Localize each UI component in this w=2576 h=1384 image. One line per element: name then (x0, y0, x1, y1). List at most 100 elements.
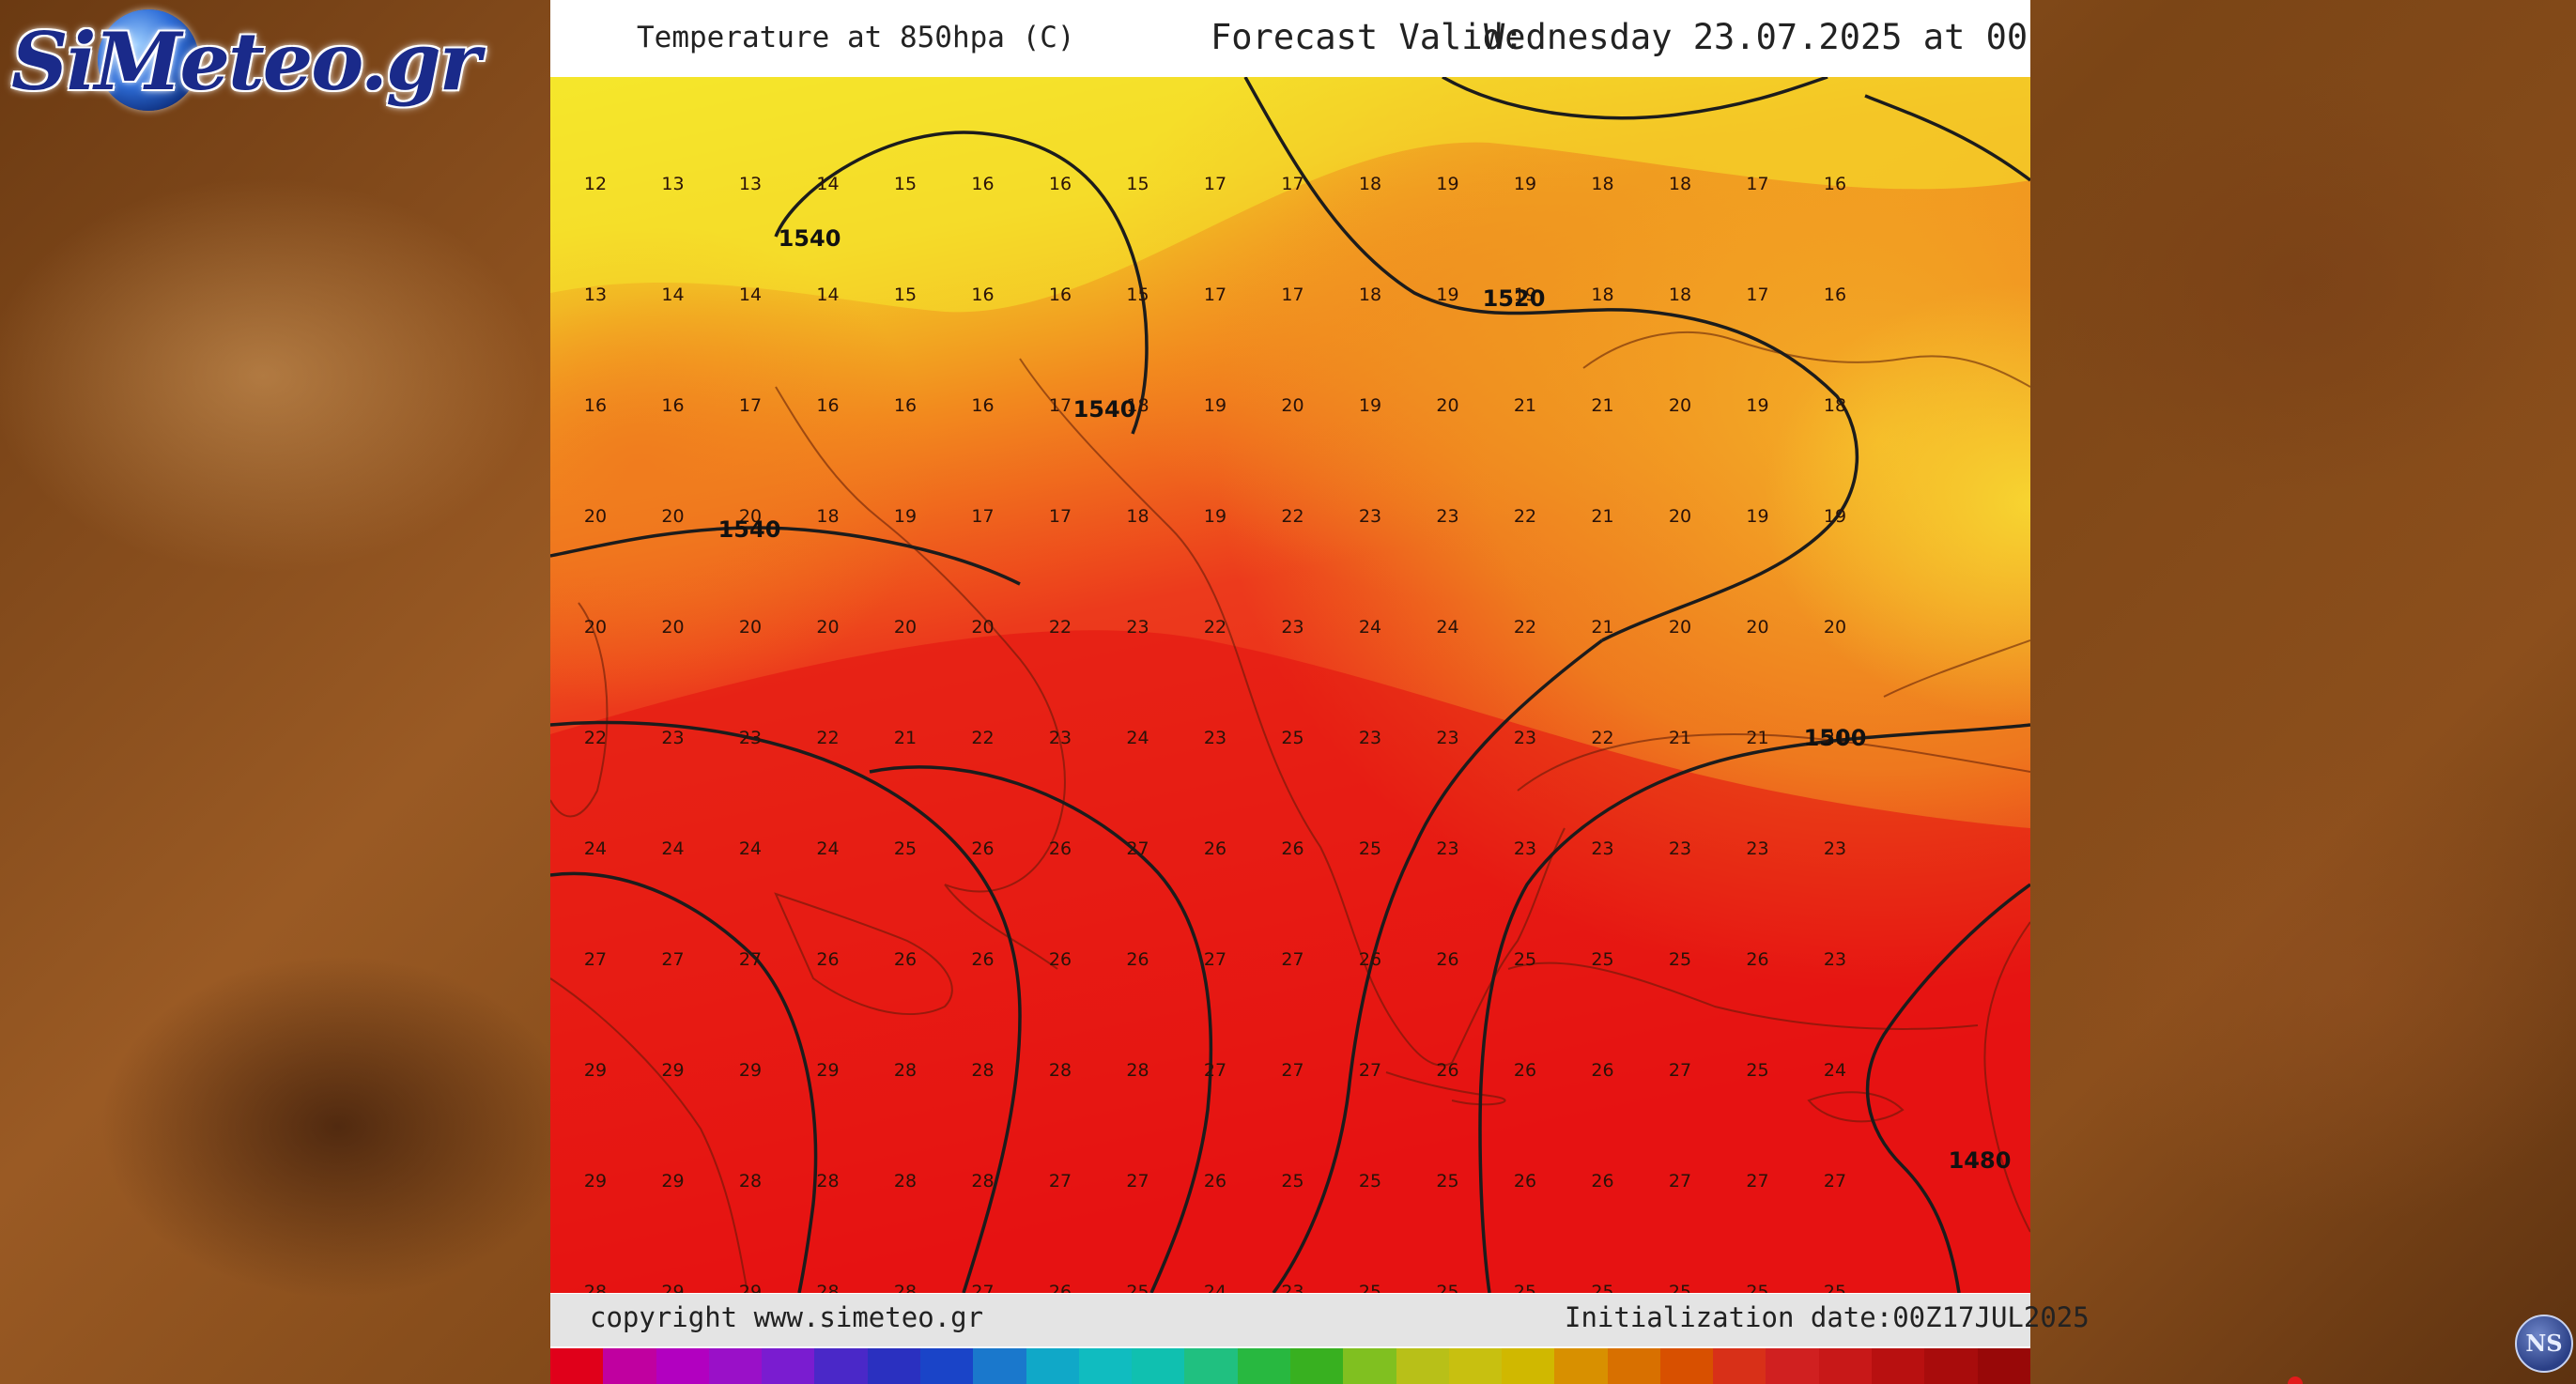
grid-temperature-label: 19 (1746, 506, 1768, 527)
contour-1500 (1478, 723, 2030, 1293)
grid-temperature-label: 28 (894, 1060, 917, 1081)
grid-temperature-label: 25 (1591, 1282, 1613, 1293)
channel-logo-icon[interactable]: NS (2515, 1315, 2573, 1373)
grid-temperature-label: 28 (971, 1171, 994, 1192)
contour-aegean (1272, 638, 1604, 1293)
grid-temperature-label: 22 (1281, 506, 1303, 527)
grid-temperature-label: 24 (739, 838, 762, 859)
grid-temperature-label: 23 (1824, 949, 1846, 970)
coastlines (550, 331, 2030, 1293)
grid-temperature-label: 25 (1669, 949, 1691, 970)
grid-temperature-label: 16 (971, 395, 994, 416)
grid-temperature-label: 23 (1591, 838, 1613, 859)
southern-hot-core (550, 630, 2030, 1293)
contour-label: 1540 (718, 516, 781, 543)
grid-temperature-label: 21 (1514, 395, 1536, 416)
grid-temperature-label: 29 (661, 1060, 684, 1081)
color-scale-swatch (550, 1348, 604, 1384)
grid-temperature-label: 25 (1514, 1282, 1536, 1293)
grid-temperature-label: 26 (1126, 949, 1149, 970)
grid-temperature-label: 21 (1669, 728, 1691, 748)
grid-temperature-label: 27 (1669, 1060, 1691, 1081)
contour-label: 1500 (1804, 725, 1867, 751)
temperature-map-svg: 12 13 13 14 15 16 16 15 17 17 18 19 19 18 18 17 16 13 14 14… (550, 77, 2030, 1293)
color-scale-swatch (1659, 1348, 1714, 1384)
grid-temperature-label: 18 (1126, 395, 1149, 416)
grid-temperature-label: 25 (1359, 1171, 1381, 1192)
contour-label: 1540 (779, 225, 841, 252)
grid-temperature-label: 25 (1436, 1171, 1458, 1192)
contour-1540-north (774, 131, 1149, 435)
grid-temperature-label: 19 (1514, 284, 1536, 305)
temperature-color-scale (550, 1348, 2030, 1384)
grid-temperature-label: 17 (1204, 284, 1226, 305)
grid-temperature-label: 25 (1591, 949, 1613, 970)
color-scale-swatch (708, 1348, 763, 1384)
cyprus (1807, 1091, 1905, 1123)
grid-temperature-label: 15 (894, 284, 917, 305)
grid-temperature-label: 17 (1049, 506, 1072, 527)
map-footer: copyright www.simeteo.gr Initialization … (550, 1294, 2090, 1346)
color-scale-swatch (1448, 1348, 1503, 1384)
grid-temperature-label: 27 (1126, 838, 1149, 859)
contour-west-south (550, 720, 1022, 1293)
progress-indicator (2288, 1376, 2303, 1384)
grid-temperature-label: 25 (1514, 949, 1536, 970)
grid-temperature-label: 17 (1746, 284, 1768, 305)
grid-temperature-label: 23 (739, 728, 762, 748)
grid-temperature-label: 26 (971, 838, 994, 859)
grid-temperature-label: 23 (1359, 728, 1381, 748)
grid-temperature-label: 26 (1049, 949, 1072, 970)
grid-temperature-label: 26 (816, 949, 839, 970)
grid-temperature-label: 21 (894, 728, 917, 748)
levant-coast (1983, 921, 2030, 1233)
italy-coast (775, 386, 1066, 893)
grid-temperature-label: 21 (1824, 728, 1846, 748)
forecast-map-panel: Temperature at 850hpa (C) Forecast Valid… (550, 0, 2090, 1384)
grid-temperature-label: 28 (894, 1171, 917, 1192)
grid-temperature-label: 21 (1746, 728, 1768, 748)
grid-temperature-label: 22 (1049, 617, 1072, 638)
forecast-valid-label: Forecast Valid: (1211, 17, 1525, 57)
grid-temperature-label: 22 (1514, 506, 1536, 527)
contour-label: 1540 (1073, 396, 1136, 423)
grid-temperature-label: 17 (1204, 174, 1226, 194)
grid-temperature-label: 24 (1824, 1060, 1846, 1081)
grid-temperature-label: 20 (584, 617, 607, 638)
grid-temperature-label: 18 (1359, 174, 1381, 194)
grid-temperature-label: 24 (1359, 617, 1381, 638)
forecast-valid-value: Wednesday 23.07.2025 at 00 UTC (1484, 17, 2030, 57)
grid-temperature-label: 24 (584, 838, 607, 859)
grid-temperature-label: 25 (1281, 1171, 1303, 1192)
grid-temperature-label: 23 (1204, 728, 1226, 748)
grid-temperature-label: 21 (1591, 506, 1613, 527)
grid-temperature-label: 29 (584, 1171, 607, 1192)
anatolia-north-coast (1517, 732, 2030, 792)
sicily (774, 892, 953, 1015)
color-scale-swatch (656, 1348, 709, 1384)
contour-far-north-east (1864, 94, 2030, 182)
grid-temperature-label: 18 (1591, 284, 1613, 305)
grid-temperature-label: 26 (1436, 1060, 1458, 1081)
grid-temperature-label: 18 (816, 506, 839, 527)
grid-temperature-label: 16 (816, 395, 839, 416)
contour-label: 1480 (1949, 1147, 2012, 1174)
grid-temperature-label: 17 (1281, 174, 1303, 194)
grid-temperature-label: 20 (1669, 395, 1691, 416)
grid-temperature-label: 20 (971, 617, 994, 638)
grid-temperature-label: 13 (584, 284, 607, 305)
grid-temperature-label: 15 (1126, 284, 1149, 305)
grid-temperature-label: 23 (1514, 728, 1536, 748)
grid-temperature-label: 26 (1591, 1060, 1613, 1081)
color-scale-swatch (919, 1348, 974, 1384)
grid-temperature-label: 14 (816, 284, 839, 305)
grid-temperature-label: 17 (1281, 284, 1303, 305)
grid-temperature-label: 29 (739, 1060, 762, 1081)
temperature-map: 12 13 13 14 15 16 16 15 17 17 18 19 19 18 18 17 16 13 14 14… (550, 77, 2030, 1293)
grid-temperature-label: 24 (1436, 617, 1458, 638)
contour-label: 1520 (1483, 285, 1546, 312)
grid-temperature-label: 27 (1204, 949, 1226, 970)
italy-south-coast (944, 884, 1058, 970)
color-scale-swatch (1343, 1348, 1396, 1384)
